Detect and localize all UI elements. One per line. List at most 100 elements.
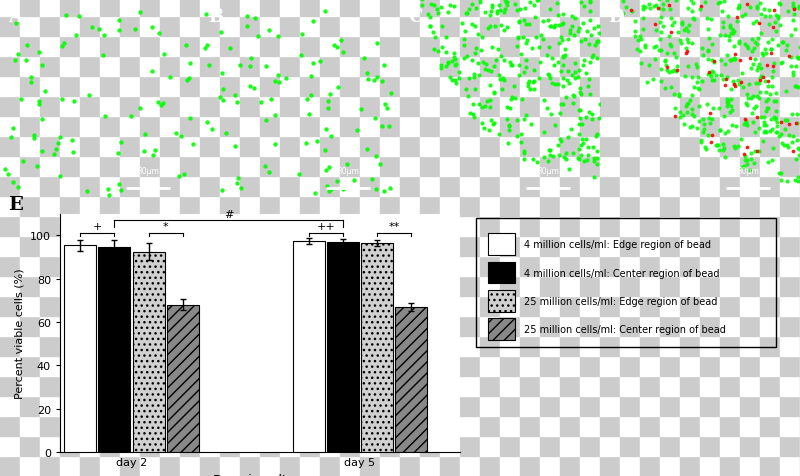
Point (322, 105, 334, 112)
Point (741, 102, 754, 110)
Point (583, 109, 596, 117)
Point (740, 91, 753, 99)
Bar (740, 257, 760, 277)
Point (666, 69, 679, 76)
Point (663, 69, 676, 77)
Point (556, 21, 569, 29)
Point (98, 113, 111, 121)
Point (710, 72, 722, 80)
Point (573, 25, 586, 33)
Point (787, 72, 800, 79)
Point (443, 74, 456, 82)
Bar (620, 396, 640, 416)
Point (763, 13, 776, 21)
Bar (460, 297, 480, 317)
Point (679, 103, 692, 111)
Bar (220, 456, 240, 476)
Bar (580, 376, 600, 396)
Bar (580, 217, 600, 237)
Point (473, 72, 486, 80)
Point (96, 52, 109, 60)
Bar (480, 416, 500, 436)
Bar (98, 248, 130, 452)
Point (244, 83, 257, 90)
Point (775, 59, 788, 67)
Bar (720, 117, 740, 137)
Bar (140, 157, 160, 177)
Bar (540, 177, 560, 197)
Point (755, 73, 768, 80)
Bar (480, 436, 500, 456)
Point (724, 57, 737, 64)
Bar (40, 356, 60, 376)
Point (442, 60, 455, 68)
Point (0, 166, 11, 174)
Bar (500, 217, 520, 237)
Point (578, 57, 591, 65)
Point (766, 36, 778, 43)
Bar (0, 456, 20, 476)
Bar (60, 257, 80, 277)
Bar (780, 197, 800, 217)
Bar (540, 157, 560, 177)
Bar (780, 237, 800, 257)
Bar (780, 137, 800, 157)
Bar (780, 356, 800, 376)
Point (555, 34, 568, 41)
Bar (160, 376, 180, 396)
Point (502, 127, 515, 134)
Bar (680, 237, 700, 257)
Bar (560, 257, 580, 277)
Bar (220, 356, 240, 376)
Bar (720, 356, 740, 376)
Bar (60, 456, 80, 476)
Point (519, 40, 532, 48)
Point (770, 115, 782, 122)
Point (583, 17, 596, 25)
Bar (580, 317, 600, 336)
Point (519, 112, 532, 120)
Point (728, 51, 741, 59)
Bar (680, 336, 700, 356)
Bar (180, 117, 200, 137)
Point (498, 7, 511, 14)
Point (668, 113, 681, 121)
Point (708, 60, 721, 67)
Point (498, 77, 510, 84)
Point (678, 72, 691, 80)
Point (113, 181, 126, 188)
Point (727, 28, 740, 35)
Bar (420, 297, 440, 317)
Bar (720, 436, 740, 456)
Point (654, 66, 667, 74)
Point (758, 46, 771, 53)
Bar (720, 157, 740, 177)
Bar (200, 237, 220, 257)
Point (183, 75, 196, 82)
Bar (40, 297, 60, 317)
Point (488, 63, 501, 71)
Bar (0, 17, 20, 37)
Bar (280, 456, 300, 476)
Bar (460, 217, 480, 237)
Point (174, 133, 187, 140)
Point (72, 13, 85, 21)
Bar (740, 197, 760, 217)
Bar (460, 336, 480, 356)
Bar (40, 0, 60, 17)
Bar (660, 456, 680, 476)
Bar (180, 37, 200, 57)
Point (646, 77, 659, 84)
Bar (280, 396, 300, 416)
Bar (320, 456, 340, 476)
Point (587, 174, 600, 181)
Point (677, 112, 690, 119)
Bar (320, 436, 340, 456)
Point (482, 25, 494, 32)
Point (749, 129, 762, 137)
Bar (440, 137, 460, 157)
Bar (280, 117, 300, 137)
Bar (540, 217, 560, 237)
Point (576, 121, 589, 129)
Bar (420, 396, 440, 416)
